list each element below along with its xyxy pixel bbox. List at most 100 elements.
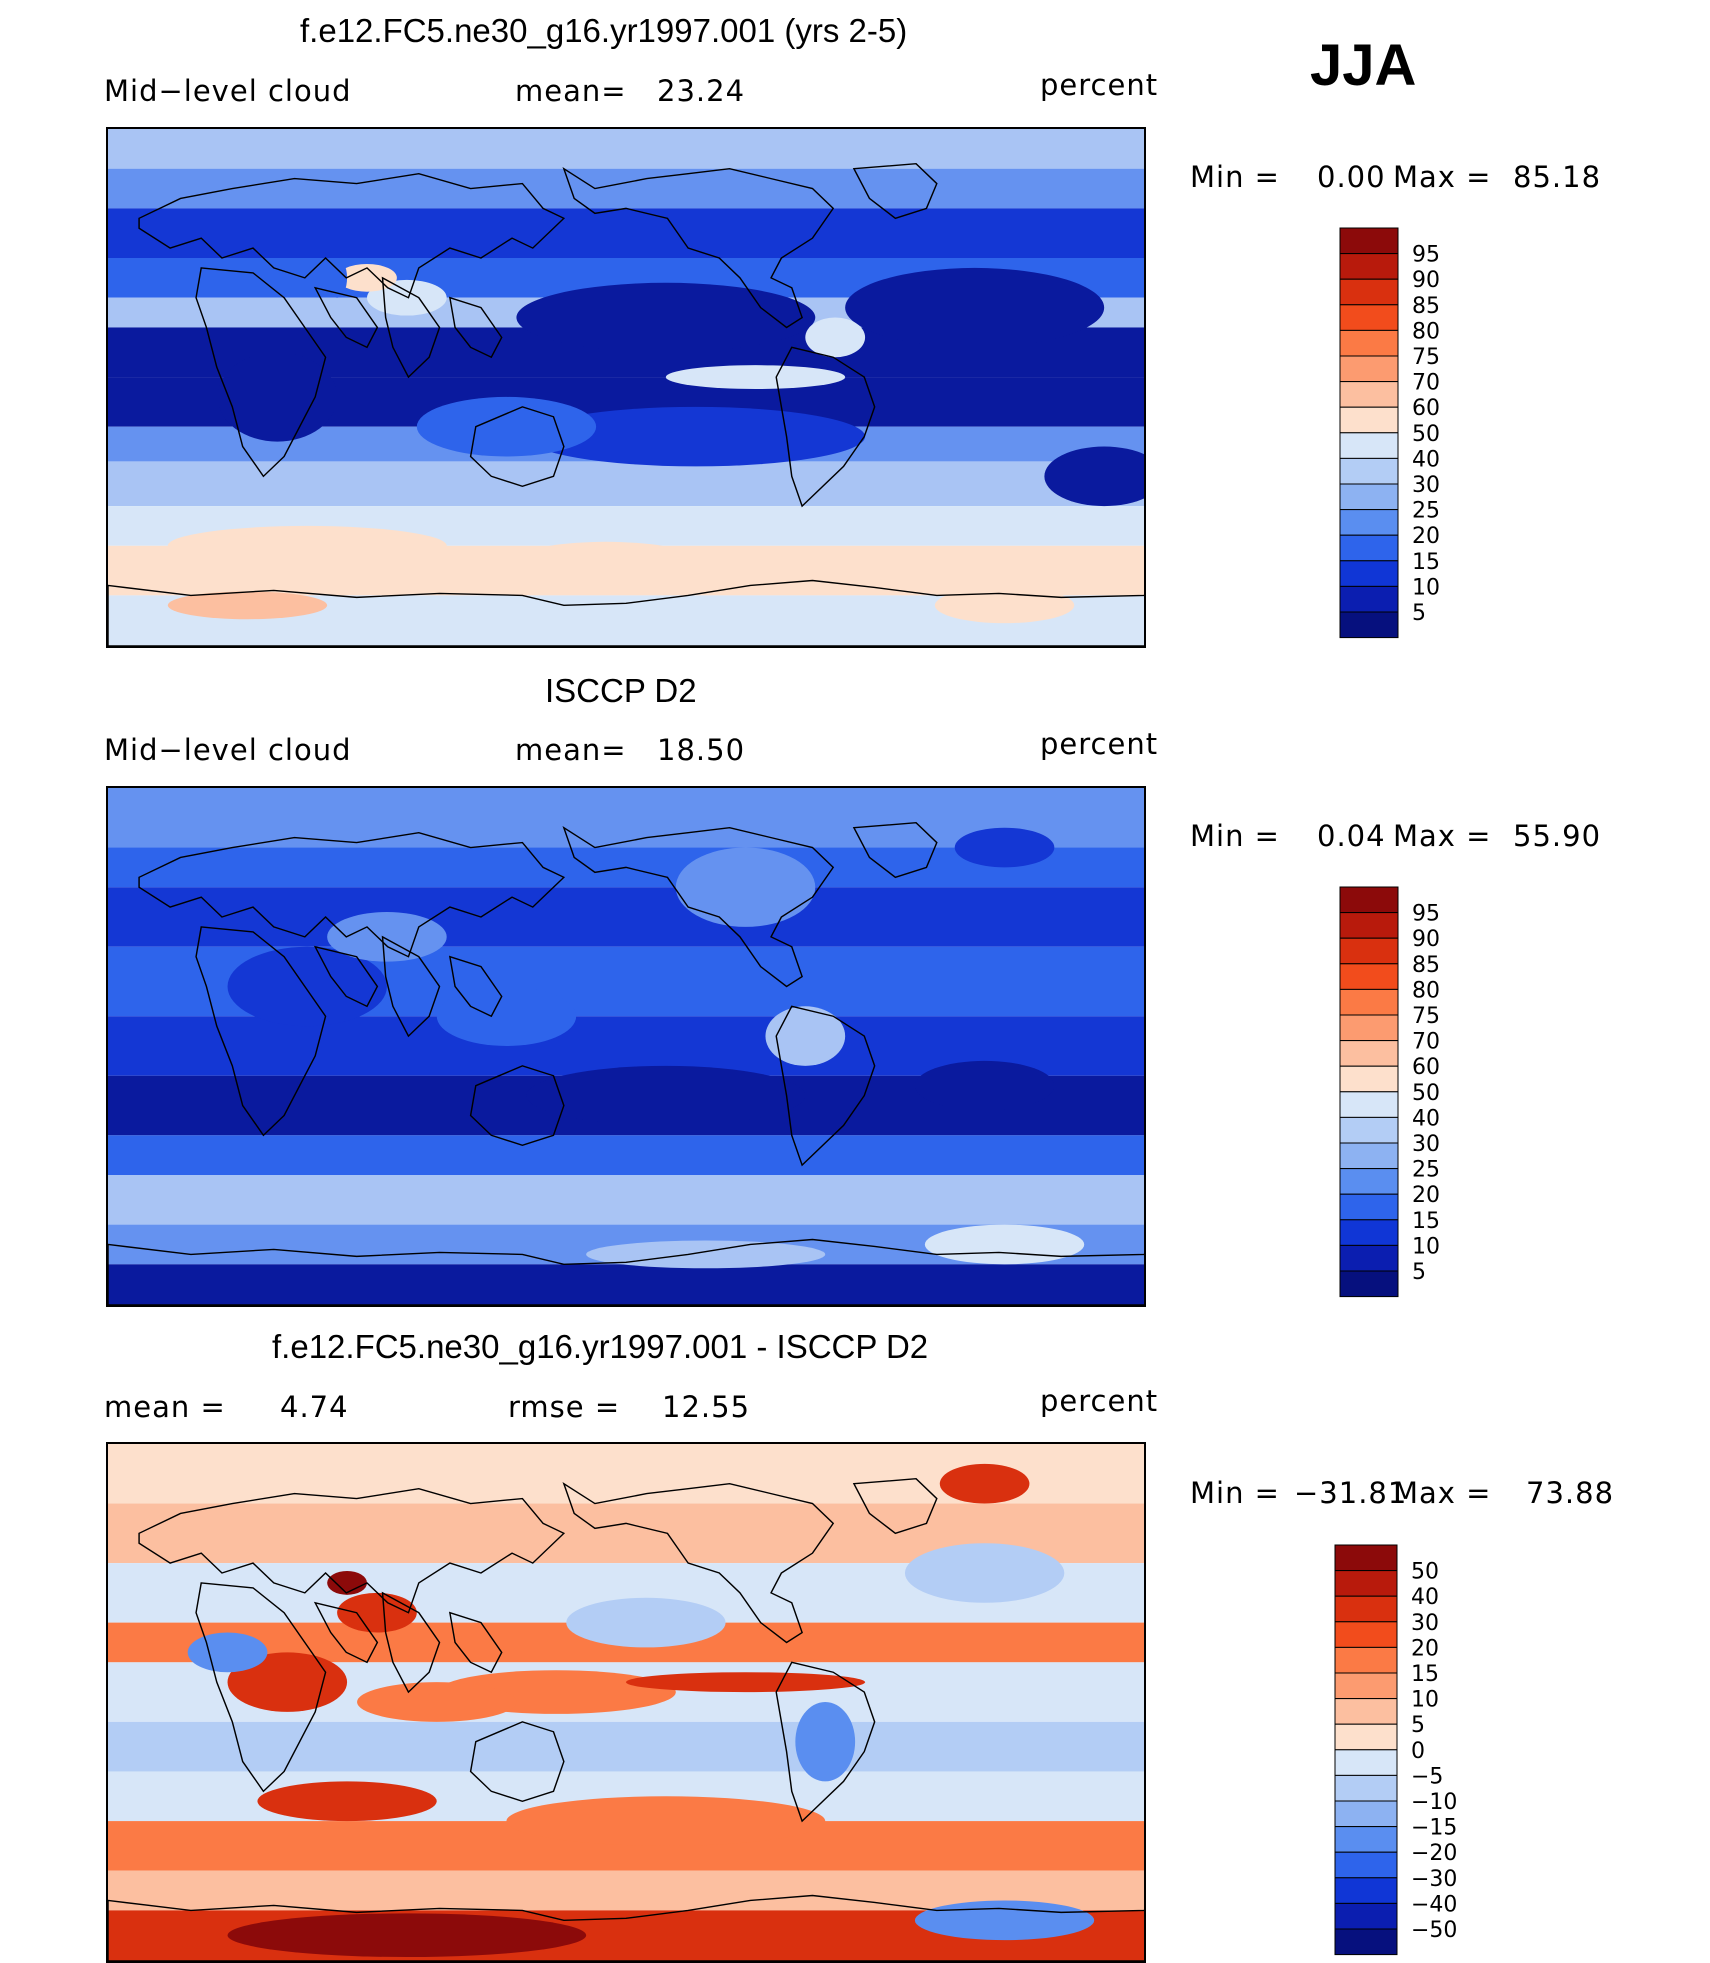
colorbar-box (1334, 1774, 1398, 1802)
coastline-path (195, 1582, 327, 1793)
contour-region (586, 1240, 826, 1269)
colorbar-box (1339, 560, 1399, 587)
colorbar-box (1339, 1270, 1399, 1298)
colorbar: 95 90 85 80 75 70 60 50 40 30 25 20 15 10 5 (1339, 227, 1500, 643)
colorbar-box (1339, 1142, 1399, 1170)
map-contour-field (108, 129, 1144, 646)
colorbar-tick-label: −20 (1411, 1841, 1457, 1866)
coastline-path (469, 1721, 565, 1802)
contour-region (227, 1652, 348, 1712)
coastline-path (448, 955, 503, 1018)
colorbar: 95 90 85 80 75 70 60 50 40 30 25 20 15 10 5 (1339, 886, 1500, 1302)
colorbar-tick-label: 40 (1412, 1106, 1440, 1131)
contour-band (108, 1264, 1144, 1305)
min-label: Min = (1190, 1476, 1280, 1510)
coastline-path (852, 163, 938, 220)
colorbar-tick-label: 70 (1412, 371, 1440, 396)
coastline-path (108, 1238, 1144, 1305)
colorbar-tick-label: 25 (1412, 499, 1440, 524)
colorbar-tick-label: 85 (1412, 953, 1440, 978)
max-value: 73.88 (1526, 1476, 1615, 1510)
colorbar-tick-label: 75 (1412, 1004, 1440, 1029)
mean-value: 18.50 (657, 733, 746, 767)
contour-band (108, 168, 1144, 209)
contour-band (108, 129, 1144, 169)
panel-title: f.e12.FC5.ne30_g16.yr1997.001 - ISCCP D2 (272, 1328, 929, 1365)
coastline-path (108, 1894, 1144, 1961)
colorbar-box (1339, 1091, 1399, 1118)
colorbar-box (1334, 1902, 1398, 1930)
colorbar-tick-label: −50 (1411, 1918, 1457, 1943)
colorbar-box (1339, 278, 1399, 306)
contour-region (765, 1006, 846, 1066)
contour-region (526, 541, 686, 570)
coastline-path (195, 267, 327, 478)
colorbar-box (1339, 304, 1399, 331)
observations-map (106, 786, 1146, 1307)
coastline-path (138, 831, 566, 958)
colorbar-box (1339, 988, 1399, 1016)
colorbar-box (1339, 227, 1399, 255)
panel-title: f.e12.FC5.ne30_g16.yr1997.001 (yrs 2-5) (300, 12, 908, 49)
contour-region (257, 1781, 437, 1822)
coastline-path (381, 1591, 441, 1694)
contour-region (1044, 446, 1144, 507)
min-label: Min = (1190, 160, 1280, 194)
coastline-path (313, 286, 379, 349)
contour-region (337, 263, 397, 292)
contour-band (108, 461, 1144, 507)
colorbar-tick-label: −5 (1411, 1764, 1443, 1789)
contour-region (357, 1682, 517, 1722)
contour-region (187, 1632, 268, 1673)
colorbar-tick-label: 15 (1412, 1209, 1440, 1234)
max-value: 55.90 (1513, 819, 1602, 853)
contour-region (904, 1543, 1065, 1603)
colorbar-box (1334, 1646, 1398, 1674)
colorbar-box (1339, 457, 1399, 485)
contour-region (934, 587, 1075, 624)
colorbar-tick-label: 10 (1411, 1688, 1439, 1713)
colorbar-tick-label: 25 (1412, 1158, 1440, 1183)
colorbar-box (1339, 509, 1399, 536)
colorbar-tick-label: 60 (1412, 396, 1440, 421)
variable-label: Mid−level cloud (104, 733, 352, 767)
colorbar-box (1334, 1672, 1398, 1700)
colorbar-tick-label: 50 (1411, 1560, 1439, 1585)
colorbar-box (1339, 534, 1399, 562)
contour-region (665, 365, 846, 389)
max-label: Max = (1393, 1476, 1492, 1510)
mean-label: mean = (104, 1390, 226, 1424)
map-contour-field (108, 1444, 1144, 1961)
colorbar-box (1339, 1193, 1399, 1221)
colorbar-tick-label: 5 (1411, 1713, 1425, 1738)
colorbar-tick-label: 95 (1412, 243, 1440, 268)
coastline-path (313, 1601, 379, 1664)
contour-region (526, 406, 866, 467)
contour-region (436, 986, 577, 1047)
contour-region (626, 1672, 866, 1693)
colorbar-box (1339, 937, 1399, 965)
colorbar-tick-label: 5 (1412, 1260, 1426, 1285)
colorbar-tick-label: 75 (1412, 345, 1440, 370)
coastline-path (469, 406, 565, 487)
colorbar-tick-label: 30 (1412, 1132, 1440, 1157)
coastline-path (448, 296, 503, 359)
coastline-path (775, 1005, 876, 1167)
contour-region (795, 1702, 856, 1782)
colorbar-tick-label: 90 (1412, 927, 1440, 952)
colorbar-box (1339, 483, 1399, 511)
contour-region (914, 1060, 1055, 1111)
min-value: −31.81 (1294, 1476, 1408, 1510)
colorbar-box (1339, 1116, 1399, 1144)
colorbar-box (1334, 1595, 1398, 1623)
coastline-path (469, 1065, 565, 1146)
colorbar-tick-label: 80 (1412, 978, 1440, 1003)
colorbar-box (1339, 253, 1399, 280)
colorbar-box (1339, 1244, 1399, 1272)
colorbar-tick-label: 20 (1411, 1636, 1439, 1661)
colorbar-box (1339, 585, 1399, 613)
colorbar-tick-label: 90 (1412, 268, 1440, 293)
colorbar-box (1339, 611, 1399, 639)
colorbar-tick-label: −10 (1411, 1790, 1457, 1815)
colorbar-box (1339, 432, 1399, 459)
